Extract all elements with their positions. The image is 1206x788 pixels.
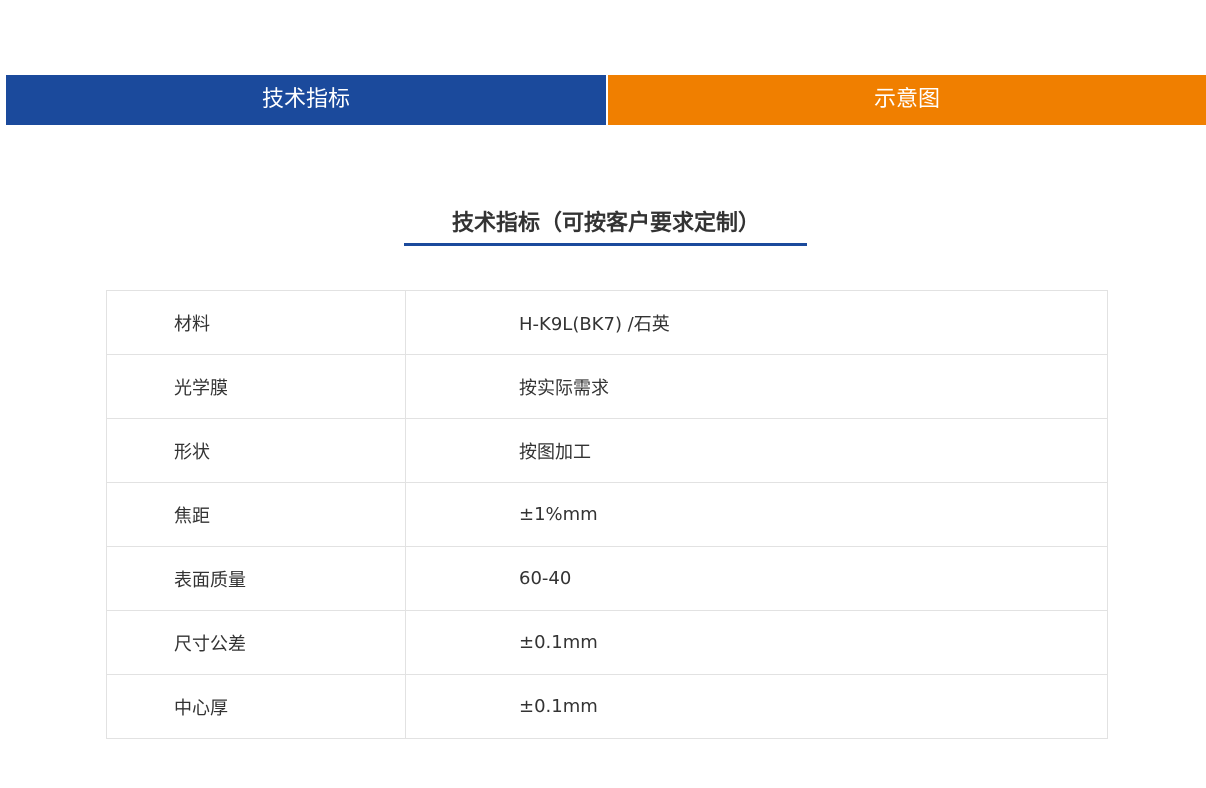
- tab-specifications[interactable]: 技术指标: [6, 75, 606, 125]
- spec-value: ±0.1mm: [405, 610, 1108, 675]
- spec-value: 60-40: [405, 546, 1108, 611]
- table-row: 尺寸公差 ±0.1mm: [106, 610, 1108, 675]
- table-row: 中心厚 ±0.1mm: [106, 674, 1108, 739]
- table-row: 材料 H-K9L(BK7) /石英: [106, 290, 1108, 355]
- spec-value: 按实际需求: [405, 354, 1108, 419]
- table-row: 光学膜 按实际需求: [106, 354, 1108, 419]
- spec-value: H-K9L(BK7) /石英: [405, 290, 1108, 355]
- spec-name: 光学膜: [106, 354, 406, 419]
- table-row: 焦距 ±1%mm: [106, 482, 1108, 547]
- table-row: 形状 按图加工: [106, 418, 1108, 483]
- spec-name: 尺寸公差: [106, 610, 406, 675]
- spec-value: ±1%mm: [405, 482, 1108, 547]
- title-underline: [404, 243, 807, 246]
- spec-name: 形状: [106, 418, 406, 483]
- spec-table: 材料 H-K9L(BK7) /石英 光学膜 按实际需求 形状 按图加工 焦距 ±1%mm 表面质…: [106, 290, 1108, 739]
- table-row: 表面质量 60-40: [106, 546, 1108, 611]
- spec-value: ±0.1mm: [405, 674, 1108, 739]
- spec-value: 按图加工: [405, 418, 1108, 483]
- spec-name: 中心厚: [106, 674, 406, 739]
- tab-diagram[interactable]: 示意图: [608, 75, 1206, 125]
- section-title: 技术指标（可按客户要求定制）: [451, 211, 760, 236]
- spec-name: 材料: [106, 290, 406, 355]
- tab-bar: 技术指标 示意图: [6, 75, 1206, 125]
- spec-name: 表面质量: [106, 546, 406, 611]
- spec-name: 焦距: [106, 482, 406, 547]
